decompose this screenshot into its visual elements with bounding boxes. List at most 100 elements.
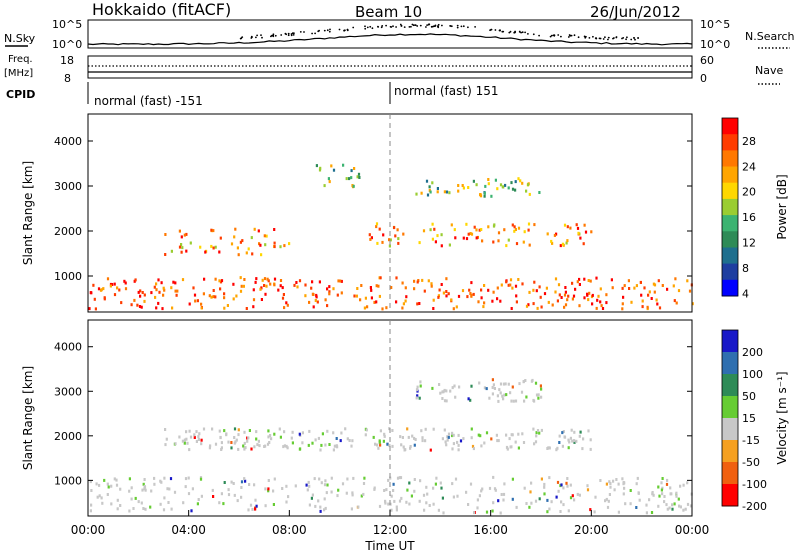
echo-cell [408, 481, 411, 485]
search-count-dot [427, 23, 430, 26]
echo-cell [445, 389, 448, 393]
echo-cell [535, 431, 538, 435]
echo-cell [244, 446, 247, 450]
echo-cell [162, 508, 166, 512]
echo-cell [454, 236, 457, 240]
echo-cell [496, 439, 499, 443]
echo-cell [528, 243, 531, 247]
y-tick-label: 2000 [54, 225, 82, 238]
echo-cell [93, 297, 96, 301]
echo-cell [599, 479, 602, 482]
echo-cell [290, 436, 293, 440]
echo-cell [313, 477, 316, 481]
echo-cell [587, 429, 590, 433]
echo-cell [89, 509, 92, 513]
search-count-dot [467, 26, 469, 29]
colorbar-swatch [722, 484, 738, 507]
echo-cell [431, 181, 434, 185]
echo-cell [272, 489, 275, 493]
echo-cell [305, 483, 308, 487]
echo-cell [181, 278, 185, 282]
echo-cell [493, 223, 496, 227]
search-count-dot [489, 29, 491, 32]
echo-cell [493, 487, 497, 491]
colorbar-swatch [722, 440, 738, 463]
echo-cell [235, 438, 238, 442]
power-colorbar: 28 24 20 16 12 8 4 Power [dB] [721, 117, 789, 301]
echo-cell [194, 299, 197, 303]
echo-cell [388, 244, 391, 248]
echo-cell [181, 439, 184, 443]
echo-cell [149, 505, 152, 509]
echo-cell [515, 505, 518, 509]
echo-cell [467, 232, 470, 236]
echo-cell [534, 499, 538, 503]
echo-cell [448, 243, 451, 247]
echo-cell [266, 277, 269, 281]
echo-cell [525, 189, 528, 193]
echo-cell [232, 282, 235, 286]
echo-cell [534, 440, 538, 444]
echo-cell [660, 481, 663, 485]
echo-cell [420, 191, 423, 195]
echo-cell [567, 509, 570, 513]
echo-cell [605, 301, 608, 305]
echo-cell [540, 387, 543, 391]
echo-cell [277, 288, 280, 292]
echo-cell [405, 295, 408, 299]
echo-cell [119, 487, 122, 491]
echo-cell [492, 290, 495, 294]
echo-cell [555, 232, 558, 236]
echo-cell [566, 239, 569, 243]
echo-cell [273, 241, 276, 245]
echo-cell [386, 442, 389, 446]
echo-cell [432, 502, 435, 506]
echo-cell [673, 299, 676, 303]
echo-cell [461, 289, 465, 293]
echo-cell [643, 286, 646, 290]
echo-cell [408, 502, 411, 506]
echo-cell [647, 293, 650, 297]
echo-cell [239, 276, 242, 280]
search-count-dot [498, 29, 501, 32]
echo-cell [530, 481, 533, 485]
echo-cell [558, 293, 561, 297]
echo-cell [623, 486, 626, 490]
search-count-dot [395, 26, 397, 28]
echo-cell [562, 430, 565, 433]
echo-cell [677, 289, 681, 293]
echo-cell [470, 232, 474, 236]
echo-cell [436, 187, 439, 190]
echo-cell [298, 432, 301, 436]
echo-cell [429, 190, 432, 194]
echo-cell [609, 482, 612, 485]
echo-cell [281, 286, 284, 290]
echo-cell [219, 236, 222, 240]
echo-cell [187, 492, 191, 496]
sky-left-label: N.Sky [4, 32, 36, 45]
echo-cell [524, 379, 527, 382]
echo-cell [548, 476, 551, 480]
echo-cell [220, 446, 223, 450]
echo-cell [686, 481, 689, 485]
velocity-colorbar: 200 100 50 15 -15 -50 -100 -200 Velocity [m s⁻¹… [721, 329, 789, 513]
echo-cell [310, 496, 313, 500]
echo-cell [587, 298, 590, 302]
echo-cell [375, 225, 378, 229]
echo-cell [92, 283, 95, 287]
echo-cell [499, 511, 502, 515]
echo-cell [200, 442, 203, 446]
echo-cell [235, 294, 238, 298]
echo-cell [323, 184, 326, 188]
echo-cell [264, 243, 267, 247]
echo-cell [237, 447, 240, 451]
echo-cell [578, 434, 581, 438]
echo-cell [171, 306, 174, 310]
echo-cell [415, 192, 418, 196]
echo-cell [502, 498, 505, 502]
echo-cell [514, 228, 517, 231]
echo-cell [540, 305, 543, 309]
echo-cell [230, 441, 233, 444]
echo-cell [451, 434, 454, 438]
echo-cell [308, 429, 311, 433]
